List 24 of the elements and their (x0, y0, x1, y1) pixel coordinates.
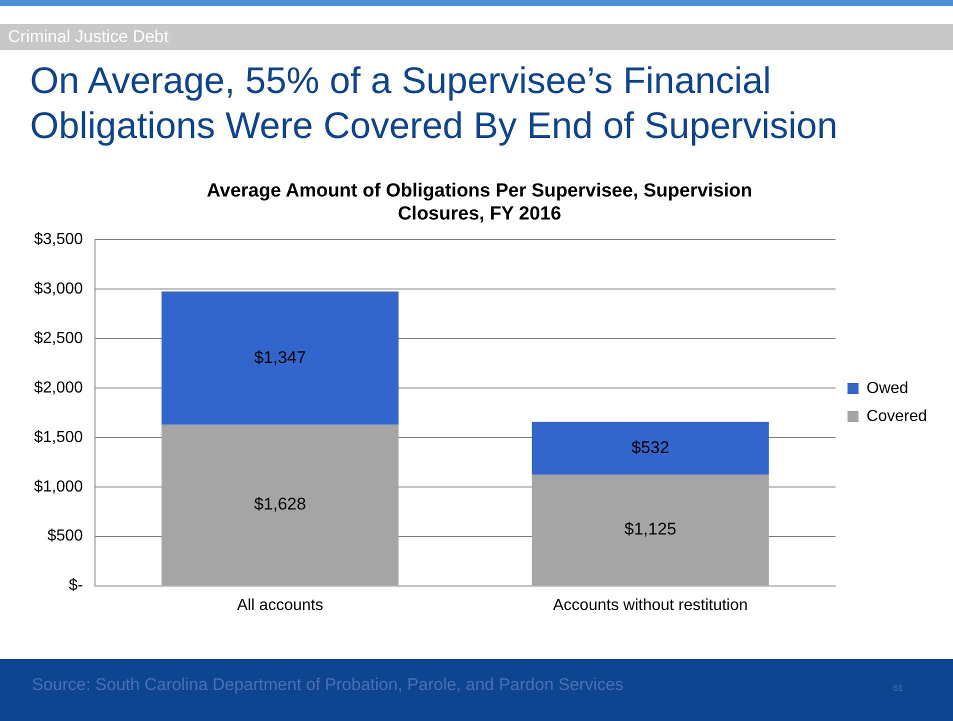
bar (532, 474, 769, 586)
y-tick-label: $500 (47, 528, 84, 545)
data-label: $1,347 (254, 348, 306, 367)
source-note: Source: South Carolina Department of Probation, Parole, and Pardon Services (32, 675, 624, 695)
x-tick-label: All accounts (236, 596, 324, 614)
chart-subtitle: Average Amount of Obligations Per Supervisee, Supervision Closures, FY 2016 (206, 180, 752, 224)
text: 61 (893, 683, 904, 693)
y-tick-label: $3,500 (34, 231, 84, 248)
y-tick-label: $- (68, 577, 83, 594)
y-tick-label: $1,500 (34, 428, 84, 446)
legend-label: Owed (866, 380, 908, 397)
y-tick-label: $1,000 (34, 478, 84, 496)
data-label: $1,125 (624, 520, 676, 539)
y-tick-label: $2,500 (34, 330, 84, 347)
chart-title: On Average, 55% of a Supervisee’s Financial Obligations Were Covered By End of Supervision (30, 59, 839, 148)
x-tick-label: Accounts without restitution (552, 596, 748, 614)
bar (162, 292, 399, 425)
legend-label: Covered (866, 408, 928, 425)
bar (532, 422, 769, 475)
y-tick-label: $2,000 (34, 379, 84, 396)
bar (162, 424, 399, 586)
data-label: $1,628 (254, 494, 306, 514)
y-tick-label: $3,000 (34, 280, 84, 298)
data-label: $532 (631, 438, 670, 457)
